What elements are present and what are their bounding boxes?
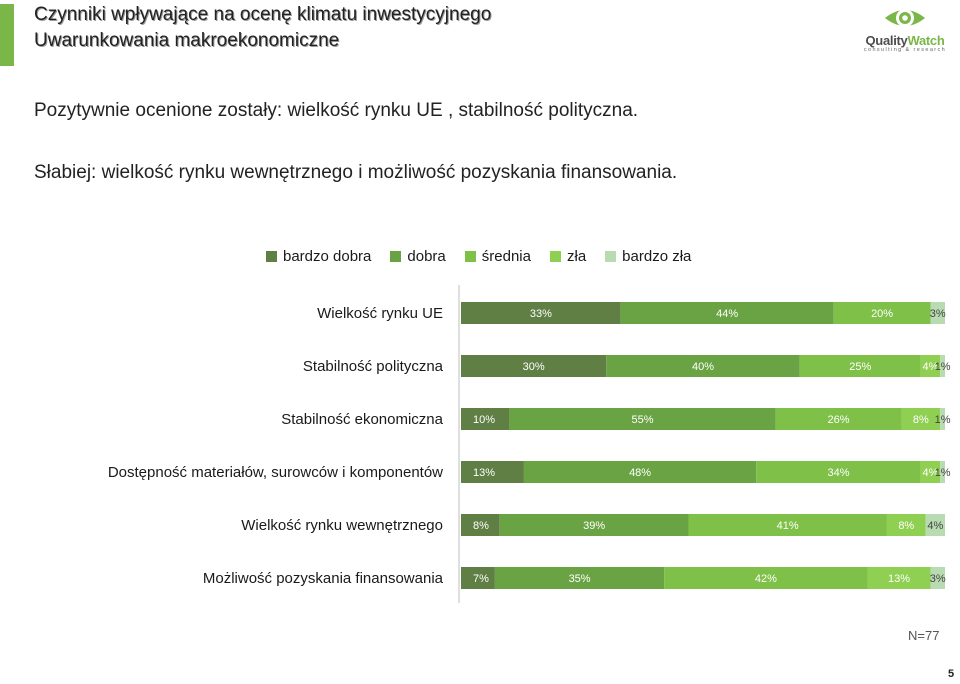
data-label: 4% (923, 467, 939, 479)
bar-segment (930, 302, 945, 324)
intro-weaker: Słabiej: wielkość rynku wewnętrznego i m… (34, 162, 678, 183)
category-label: Wielkość rynku UE (317, 305, 443, 322)
category-label: Dostępność materiałów, surowców i kompon… (108, 464, 443, 481)
data-label: 13% (473, 467, 495, 479)
bar-segment (664, 567, 868, 589)
bar-segment (920, 461, 941, 483)
legend-label: bardzo dobra (283, 247, 372, 265)
bar-segment (775, 408, 902, 430)
chart-legend: bardzo dobra dobra średnia zła bardzo zła (266, 246, 691, 266)
data-label: 35% (569, 573, 591, 585)
bar-segment (606, 355, 800, 377)
category-label: Stabilność ekonomiczna (281, 411, 443, 428)
category-label: Stabilność polityczna (303, 358, 444, 375)
data-label: 34% (828, 467, 850, 479)
bar-segment (494, 567, 665, 589)
bar-segment (886, 514, 926, 536)
bar-segment (930, 567, 945, 589)
page-subtitle: Uwarunkowania makroekonomiczne (34, 30, 340, 51)
data-label: 44% (716, 308, 738, 320)
bar-segment (499, 514, 689, 536)
data-label: 8% (913, 414, 929, 426)
legend-swatch (549, 250, 561, 262)
data-label: 25% (849, 361, 871, 373)
data-label: 4% (927, 520, 943, 532)
data-label: 8% (898, 520, 914, 532)
data-label: 33% (530, 308, 552, 320)
data-label: 8% (473, 520, 489, 532)
bar-segment (461, 461, 524, 483)
bar-segment (509, 408, 776, 430)
bar-segment (461, 514, 500, 536)
bar-segment (799, 355, 921, 377)
quality-watch-logo: QualityWatch consulting & research (855, 4, 955, 56)
intro-positive: Pozytywnie ocenione zostały: wielkość ry… (34, 100, 639, 121)
data-label: 1% (935, 467, 951, 479)
legend-item-0: bardzo dobra (266, 248, 371, 265)
bar-segment (925, 514, 945, 536)
legend-item-3: zła (549, 247, 587, 265)
stacked-bar-chart: Wielkość rynku UE 33% 44% 20% 3% Stabilność p… (108, 285, 951, 603)
data-label: 1% (935, 361, 951, 373)
data-label: 4% (923, 361, 939, 373)
bar-segment (688, 514, 887, 536)
data-label: 48% (629, 467, 651, 479)
category-label: Wielkość rynku wewnętrznego (241, 517, 443, 534)
legend-item-1: dobra (390, 247, 446, 265)
page-number: 5 (948, 668, 955, 680)
legend-item-4: bardzo zła (605, 248, 691, 265)
data-label: 13% (888, 573, 910, 585)
eye-icon (885, 9, 925, 27)
bar-segment (461, 567, 495, 589)
legend-swatch (266, 250, 277, 262)
category-label: Możliwość pozyskania finansowania (203, 570, 444, 587)
legend-label: zła (566, 247, 587, 265)
logo-tagline: consulting & research (863, 47, 947, 53)
bar-segment (461, 355, 607, 377)
bar-segment (901, 408, 941, 430)
data-label: 1% (935, 414, 951, 426)
data-label: 26% (828, 414, 850, 426)
data-label: 55% (631, 414, 653, 426)
bar-segment (867, 567, 931, 589)
bar-segment (940, 355, 945, 377)
bar-segment (620, 302, 834, 324)
legend-swatch (464, 250, 476, 262)
data-label: 41% (777, 520, 799, 532)
logo-wordmark: QualityWatch (865, 33, 945, 48)
data-label: 40% (692, 361, 714, 373)
data-label: 7% (473, 573, 489, 585)
legend-label: bardzo zła (622, 247, 692, 265)
data-label: 3% (930, 308, 946, 320)
data-label: 39% (583, 520, 605, 532)
legend-label: dobra (407, 247, 446, 265)
accent-bar (0, 4, 14, 66)
legend-label: średnia (481, 247, 531, 265)
legend-item-2: średnia (464, 247, 531, 265)
legend-swatch (390, 250, 402, 262)
bar-segment (461, 302, 621, 324)
data-label: 10% (473, 414, 495, 426)
data-label: 3% (930, 573, 946, 585)
page-title: Czynniki wpływające na ocenę klimatu inw… (34, 4, 492, 25)
legend-swatch (605, 250, 617, 262)
bar-segment (940, 461, 945, 483)
data-label: 30% (523, 361, 545, 373)
bar-segment (833, 302, 931, 324)
bar-segment (940, 408, 945, 430)
bar-segment (461, 408, 510, 430)
data-label: 20% (871, 308, 893, 320)
bar-segment (756, 461, 921, 483)
bar-segment (523, 461, 757, 483)
bar-segment (920, 355, 941, 377)
sample-size: N=77 (908, 628, 940, 643)
data-label: 42% (755, 573, 777, 585)
